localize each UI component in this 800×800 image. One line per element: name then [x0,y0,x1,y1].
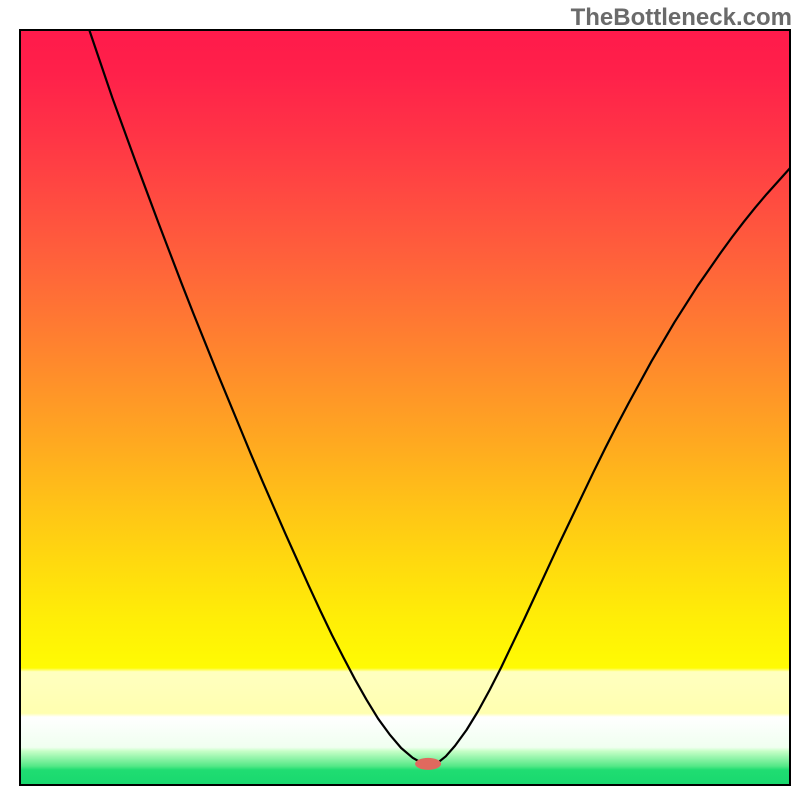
optimal-marker [415,758,441,770]
chart-container: TheBottleneck.com [0,0,800,800]
plot-background-gradient [20,30,790,785]
chart-svg [0,0,800,800]
watermark-text: TheBottleneck.com [571,4,792,32]
